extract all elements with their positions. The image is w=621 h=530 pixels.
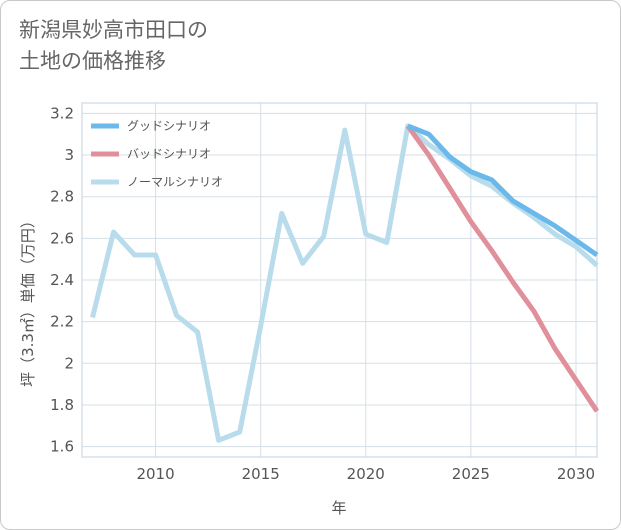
y-tick-labels: 1.6 1.8 2 2.2 2.4 2.6 2.8 3 3.2 <box>50 104 74 455</box>
chart-title-line-1: 新潟県妙高市田口の <box>19 18 208 42</box>
series-group <box>90 123 600 443</box>
y-tick-label: 2.2 <box>50 313 74 331</box>
x-tick-labels: 2010 2015 2020 2025 2030 <box>136 465 595 483</box>
y-tick-label: 3.2 <box>50 104 74 122</box>
chart-title: 新潟県妙高市田口の 土地の価格推移 <box>19 15 208 77</box>
x-tick-label: 2020 <box>347 465 385 483</box>
y-tick-label: 2.8 <box>50 188 74 206</box>
y-tick-label: 1.6 <box>50 438 74 456</box>
y-tick-label: 3 <box>64 146 74 164</box>
y-tick-label: 2.6 <box>50 229 74 247</box>
y-tick-label: 2.4 <box>50 271 74 289</box>
series-line-good <box>406 123 599 258</box>
y-axis-label: 坪（3.3㎡）単価（万円） <box>19 213 37 387</box>
legend-label: グッドシナリオ <box>127 119 211 133</box>
x-tick-label: 2025 <box>452 465 490 483</box>
series-line-bad <box>405 124 600 413</box>
x-tick-label: 2010 <box>136 465 174 483</box>
grid-lines <box>82 103 597 457</box>
x-axis-label: 年 <box>331 499 346 517</box>
y-tick-label: 1.8 <box>50 396 74 414</box>
x-tick-label: 2015 <box>242 465 280 483</box>
y-tick-label: 2 <box>64 354 74 372</box>
legend-label: ノーマルシナリオ <box>127 175 223 189</box>
x-tick-label: 2030 <box>557 465 595 483</box>
legend-label: バッドシナリオ <box>127 147 211 161</box>
series-line-normal <box>90 123 599 443</box>
chart-title-line-2: 土地の価格推移 <box>19 49 166 73</box>
plot-frame <box>81 102 598 458</box>
